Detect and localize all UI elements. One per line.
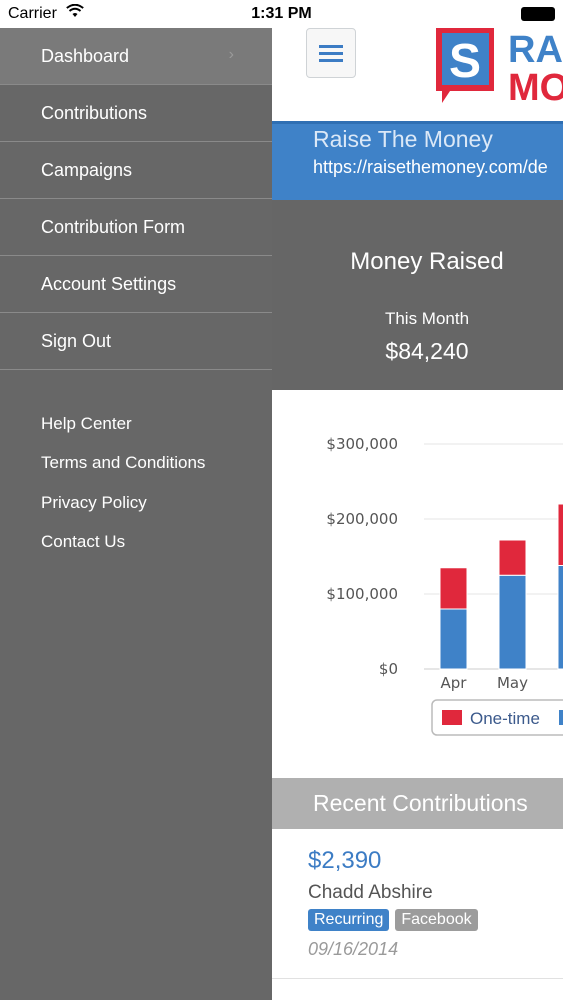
bar-recurring (557, 565, 563, 670)
logo: S RA MO (436, 28, 563, 108)
side-menu: Dashboard › Contributions Campaigns Cont… (0, 28, 272, 1000)
bar-recurring (439, 608, 468, 670)
menu-item-label: Sign Out (41, 330, 112, 351)
bar-one-time (439, 567, 468, 610)
help-links: Help Center Terms and Conditions Privacy… (0, 370, 272, 562)
chevron-right-icon: › (228, 46, 234, 63)
chart-svg: $0$100,000$200,000$300,000AprMayJOne-tim… (326, 435, 563, 736)
money-raised-panel: Money Raised This Month $84,240 (272, 200, 563, 390)
badge-group: Recurring Facebook (308, 909, 478, 931)
contributor-name: Chadd Abshire (308, 882, 433, 903)
y-tick-label: $100,000 (326, 585, 398, 603)
logo-mark: S (449, 35, 481, 88)
org-url[interactable]: https://raisethemoney.com/de (313, 157, 548, 177)
menu-item-contribution-form[interactable]: Contribution Form (0, 199, 272, 256)
wifi-icon (66, 3, 84, 23)
privacy-link[interactable]: Privacy Policy (41, 492, 147, 512)
legend-label: One-time (470, 709, 540, 728)
legend-swatch-recurring (559, 710, 563, 725)
x-tick-label: Apr (441, 674, 468, 692)
y-tick-label: $0 (379, 660, 398, 678)
menu-item-label: Dashboard (41, 45, 130, 66)
money-raised-title: Money Raised (350, 248, 504, 275)
bar-recurring (498, 574, 527, 670)
terms-link[interactable]: Terms and Conditions (41, 453, 206, 473)
logo-text-top: RA (508, 29, 563, 71)
menu-item-campaigns[interactable]: Campaigns (0, 142, 272, 199)
contribution-amount: $2,390 (308, 847, 382, 874)
contribution-item[interactable]: $2,390 Chadd Abshire Recurring Facebook … (272, 829, 563, 979)
contact-link[interactable]: Contact Us (41, 532, 126, 552)
org-banner: Raise The Money https://raisethemoney.co… (272, 121, 563, 200)
help-center-link[interactable]: Help Center (41, 413, 132, 433)
top-bar: S RA MO (272, 28, 563, 121)
menu-item-label: Campaigns (41, 159, 133, 180)
bar-one-time (557, 503, 563, 566)
contribution-date: 09/16/2014 (308, 939, 399, 959)
menu-item-dashboard[interactable]: Dashboard › (0, 28, 272, 85)
status-bar: Carrier 1:31 PM (0, 0, 563, 28)
contributions-chart: $0$100,000$200,000$300,000AprMayJOne-tim… (272, 390, 563, 778)
menu-item-label: Account Settings (41, 273, 177, 294)
amount-raised: $84,240 (385, 338, 469, 364)
recurring-badge: Recurring (308, 909, 390, 931)
chart-legend (431, 699, 563, 736)
period-label: This Month (384, 309, 470, 328)
bar-one-time (498, 539, 527, 576)
source-badge: Facebook (395, 909, 478, 931)
logo-text-bottom: MO (508, 67, 563, 108)
battery-icon (521, 7, 555, 21)
hamburger-icon[interactable] (306, 28, 356, 78)
org-name: Raise The Money (313, 126, 493, 152)
menu-item-label: Contribution Form (41, 216, 186, 237)
main-panel: S RA MO Raise The Money https://raisethe… (272, 0, 563, 1000)
recent-contributions-header: Recent Contributions (272, 778, 563, 829)
carrier-label: Carrier (8, 5, 57, 22)
menu-item-account-settings[interactable]: Account Settings (0, 256, 272, 313)
legend-swatch-one-time (442, 710, 462, 725)
menu-item-contributions[interactable]: Contributions (0, 85, 272, 142)
y-tick-label: $300,000 (326, 435, 398, 453)
clock: 1:31 PM (251, 5, 312, 22)
x-tick-label: May (497, 674, 528, 692)
y-tick-label: $200,000 (326, 510, 398, 528)
menu-item-label: Contributions (41, 102, 148, 123)
menu-item-sign-out[interactable]: Sign Out (0, 313, 272, 370)
